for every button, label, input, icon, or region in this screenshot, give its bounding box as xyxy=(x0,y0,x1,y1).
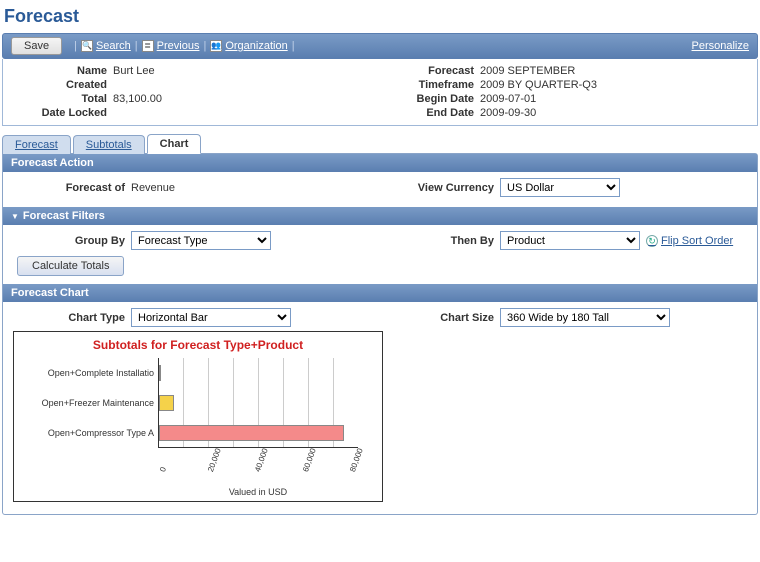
forecast-of-value: Revenue xyxy=(131,182,175,194)
chart-title: Subtotals for Forecast Type+Product xyxy=(18,336,378,358)
list-icon: ≣ xyxy=(142,40,154,52)
section-title: Forecast Action xyxy=(11,157,94,169)
date-locked-label: Date Locked xyxy=(13,107,113,119)
chart-x-axis: 020,00040,00060,00080,000 xyxy=(158,448,358,459)
created-value xyxy=(113,79,380,91)
flip-sort-link[interactable]: ↻ Flip Sort Order xyxy=(646,235,733,247)
view-currency-label: View Currency xyxy=(380,182,500,194)
begin-date-value: 2009-07-01 xyxy=(480,93,747,105)
tab-subtotals[interactable]: Subtotals xyxy=(73,135,145,154)
page-title: Forecast xyxy=(2,2,758,33)
chart-category-label: Open+Complete Installatio xyxy=(18,368,154,378)
section-header-filters[interactable]: ▼ Forecast Filters xyxy=(3,207,757,225)
separator: | xyxy=(292,40,295,52)
group-by-label: Group By xyxy=(11,235,131,247)
section-title: Forecast Chart xyxy=(11,287,89,299)
info-panel: Name Burt Lee Forecast 2009 SEPTEMBER Cr… xyxy=(2,59,758,126)
chart-bar xyxy=(159,395,174,411)
tab-forecast[interactable]: Forecast xyxy=(2,135,71,154)
section-body-filters: Group By Forecast Type Then By Product ↻… xyxy=(3,225,757,284)
calculate-totals-button[interactable]: Calculate Totals xyxy=(17,256,124,276)
end-date-label: End Date xyxy=(380,107,480,119)
end-date-value: 2009-09-30 xyxy=(480,107,747,119)
section-title: Forecast Filters xyxy=(23,210,105,222)
group-by-select[interactable]: Forecast Type xyxy=(131,231,271,250)
chart-bar xyxy=(159,425,344,441)
refresh-icon: ↻ xyxy=(646,235,658,247)
chart-type-select[interactable]: Horizontal Bar xyxy=(131,308,291,327)
save-button[interactable]: Save xyxy=(11,37,62,55)
name-label: Name xyxy=(13,65,113,77)
chart-bar xyxy=(159,365,161,381)
previous-link[interactable]: ≣Previous xyxy=(142,40,200,52)
search-icon: 🔍 xyxy=(81,40,93,52)
tab-panel: Forecast Action Forecast of Revenue View… xyxy=(2,153,758,515)
section-body-action: Forecast of Revenue View Currency US Dol… xyxy=(3,172,757,207)
date-locked-value xyxy=(113,107,380,119)
chart-container: Subtotals for Forecast Type+Product Open… xyxy=(13,331,383,502)
chart-size-label: Chart Size xyxy=(380,312,500,324)
total-label: Total xyxy=(13,93,113,105)
search-link[interactable]: 🔍Search xyxy=(81,40,131,52)
created-label: Created xyxy=(13,79,113,91)
chart-size-select[interactable]: 360 Wide by 180 Tall xyxy=(500,308,670,327)
forecast-label: Forecast xyxy=(380,65,480,77)
begin-date-label: Begin Date xyxy=(380,93,480,105)
caret-down-icon: ▼ xyxy=(11,212,19,221)
chart-type-label: Chart Type xyxy=(11,312,131,324)
tab-bar: Forecast Subtotals Chart xyxy=(2,134,758,154)
section-header-action: Forecast Action xyxy=(3,154,757,172)
forecast-value: 2009 SEPTEMBER xyxy=(480,65,747,77)
org-icon: 👥 xyxy=(210,40,222,52)
toolbar: Save | 🔍Search | ≣Previous | 👥Organizati… xyxy=(2,33,758,59)
name-value: Burt Lee xyxy=(113,65,380,77)
then-by-select[interactable]: Product xyxy=(500,231,640,250)
chart-category-label: Open+Compressor Type A xyxy=(18,428,154,438)
timeframe-label: Timeframe xyxy=(380,79,480,91)
organization-link[interactable]: 👥Organization xyxy=(210,40,287,52)
search-label: Search xyxy=(96,40,131,52)
personalize-link[interactable]: Personalize xyxy=(692,40,749,52)
then-by-label: Then By xyxy=(380,235,500,247)
section-body-chart: Chart Type Horizontal Bar Chart Size 360… xyxy=(3,302,757,514)
separator: | xyxy=(74,40,77,52)
flip-label: Flip Sort Order xyxy=(661,235,733,247)
chart-y-labels: Open+Complete Installatio Open+Freezer Ma… xyxy=(18,358,158,448)
timeframe-value: 2009 BY QUARTER-Q3 xyxy=(480,79,747,91)
forecast-of-label: Forecast of xyxy=(11,182,131,194)
tab-chart[interactable]: Chart xyxy=(147,134,202,154)
organization-label: Organization xyxy=(225,40,287,52)
previous-label: Previous xyxy=(157,40,200,52)
separator: | xyxy=(203,40,206,52)
view-currency-select[interactable]: US Dollar xyxy=(500,178,620,197)
chart-plot xyxy=(158,358,358,448)
separator: | xyxy=(135,40,138,52)
total-value: 83,100.00 xyxy=(113,93,380,105)
chart-category-label: Open+Freezer Maintenance xyxy=(18,398,154,408)
section-header-chart: Forecast Chart xyxy=(3,284,757,302)
